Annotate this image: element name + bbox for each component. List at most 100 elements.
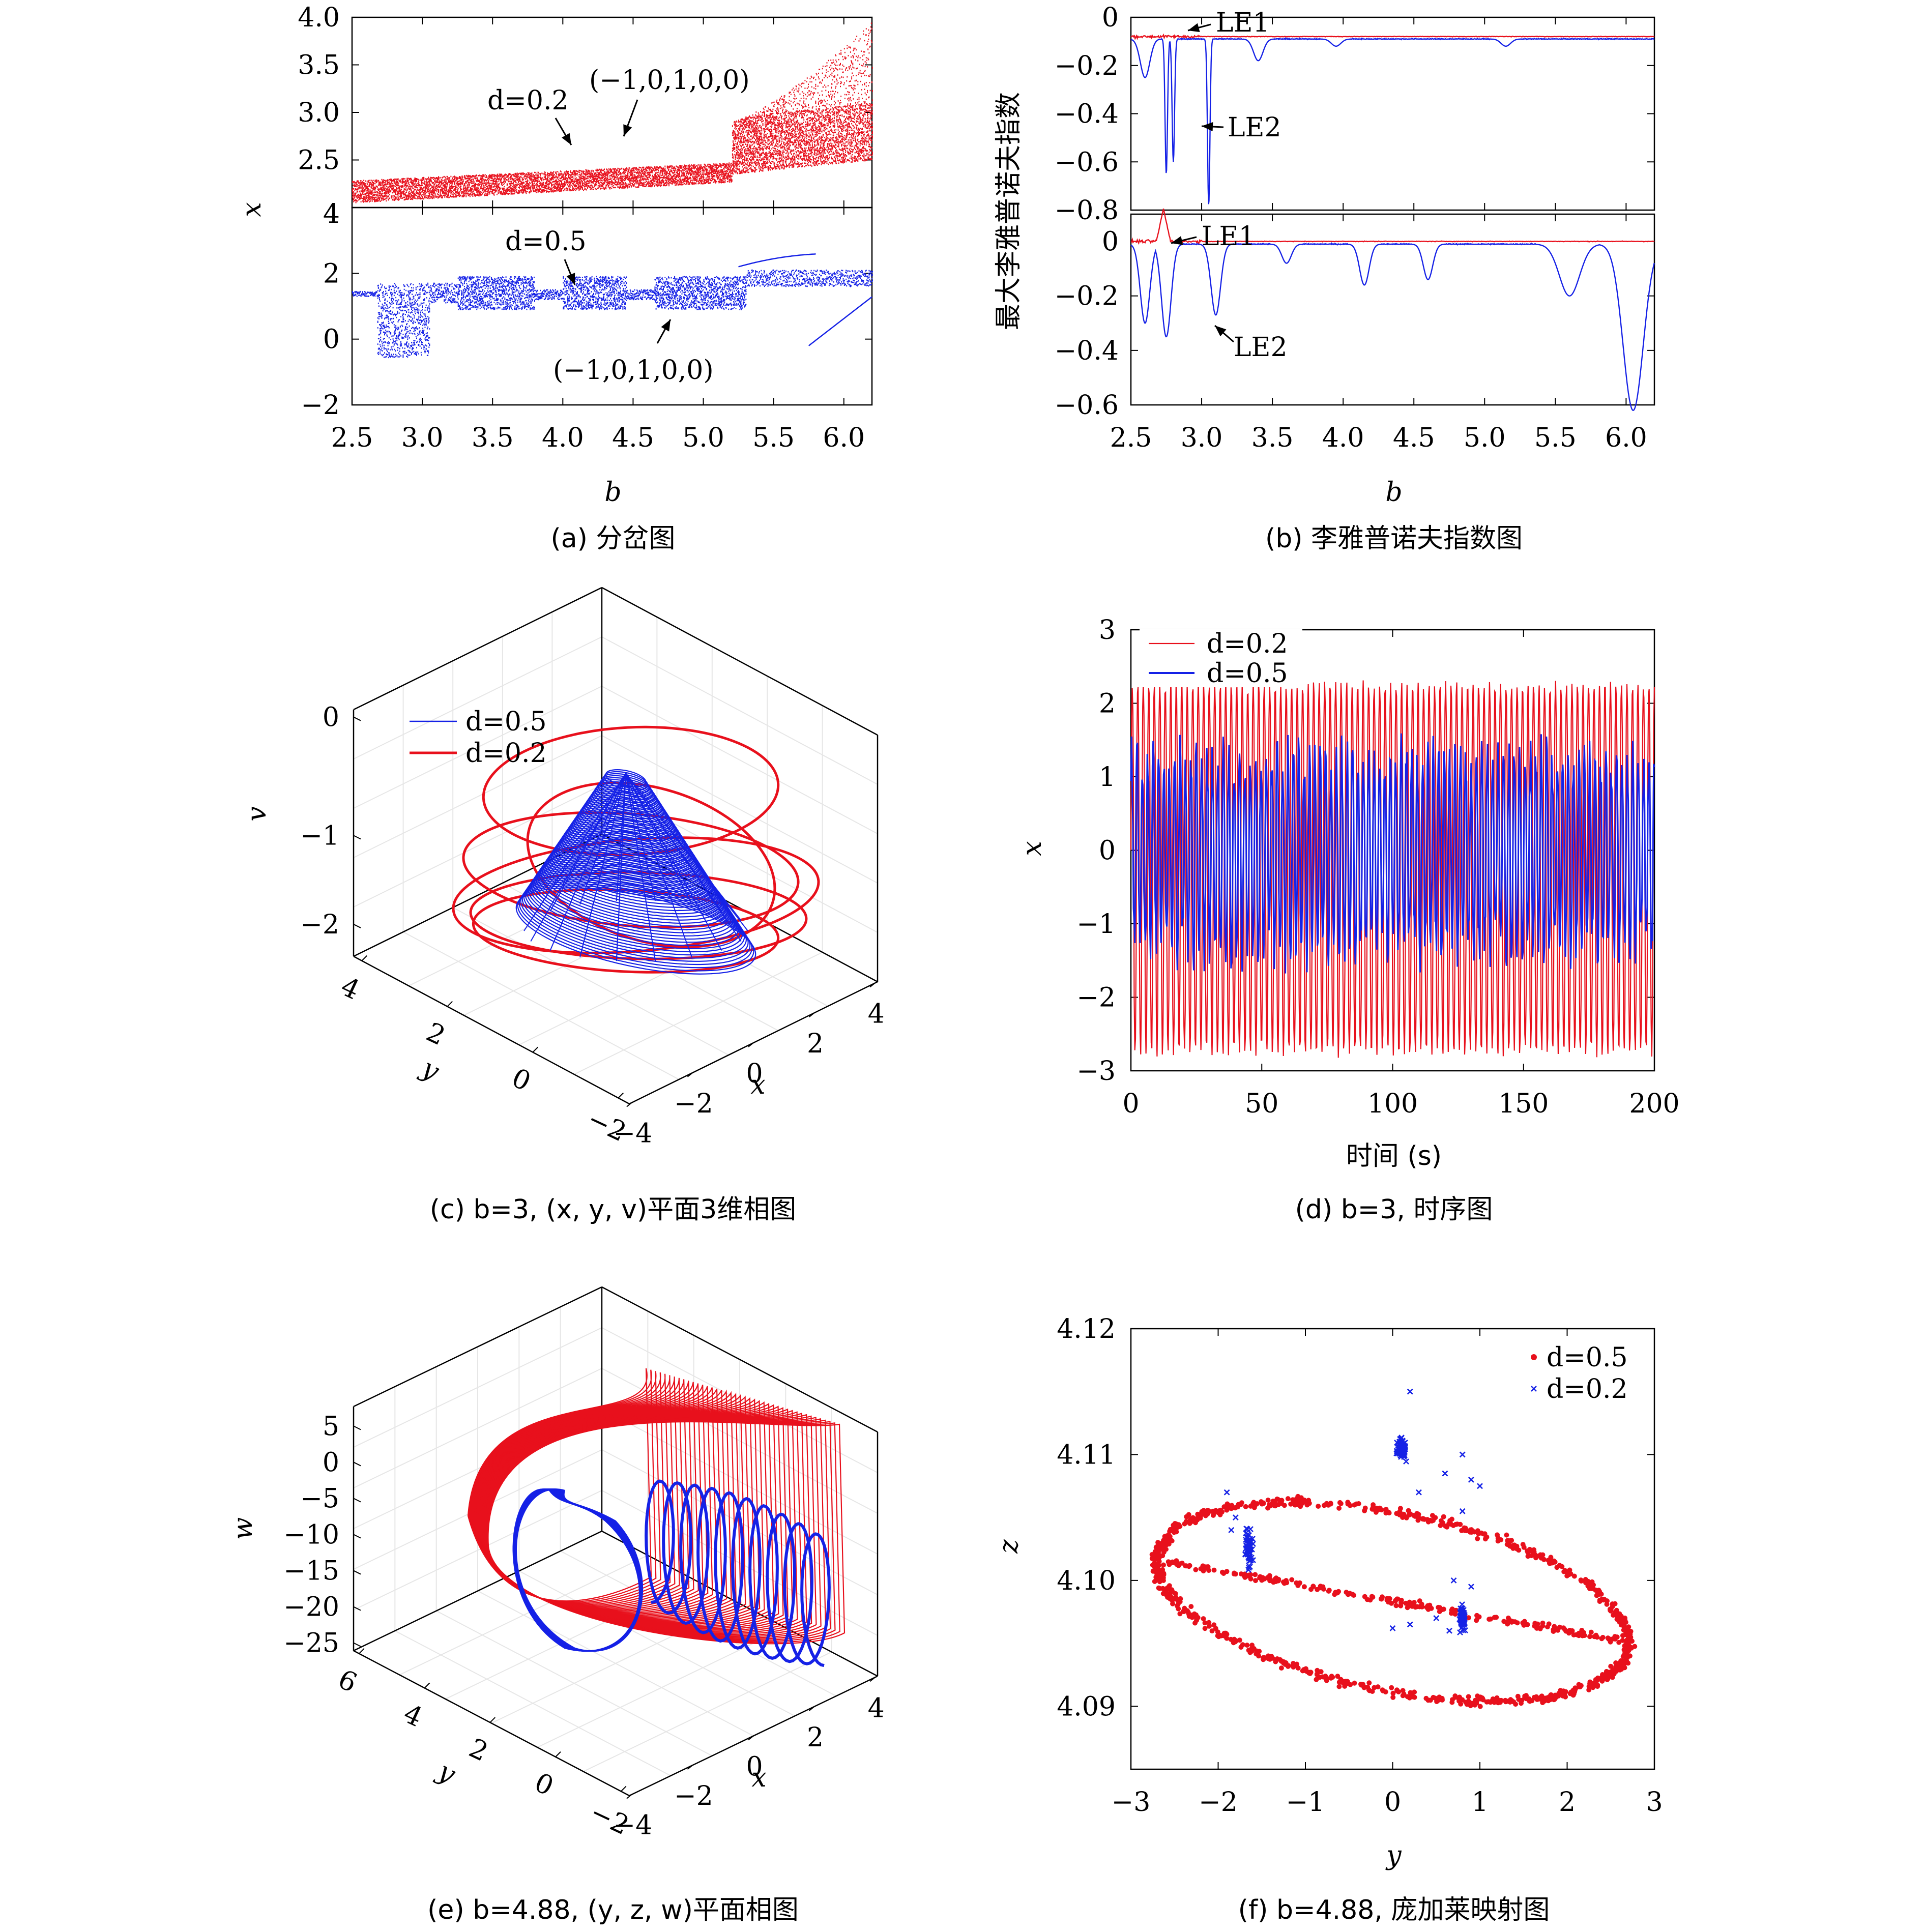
grid-line — [518, 922, 768, 1045]
series-blue-orbit — [512, 1488, 640, 1652]
series-blue-orbit — [513, 1488, 641, 1652]
y-tick-label: 2 — [323, 258, 340, 289]
series-d05-orbit — [625, 773, 656, 901]
series-d02-line — [1130, 680, 1655, 1058]
series-blue-orbit — [514, 1488, 642, 1652]
y-tick-label: 0 — [1099, 836, 1116, 866]
annotation-arrow-head — [566, 273, 575, 285]
y-tick-label: 4.0 — [298, 3, 340, 33]
box-edge — [601, 587, 878, 736]
chart-f-poincare: 4.12 4.11 4.10 4.09 −3 −2 −1 0 1 2 3 y z d=0.5d=0.2 (f… — [994, 1314, 1663, 1925]
grid-line — [601, 1327, 878, 1473]
chart-b-lyapunov: 0−0.2−0.4−0.6−0.80−0.2−0.4−0.62.5 3.0 3.5 4… — [994, 3, 1655, 554]
series-blue-orbit — [514, 1488, 642, 1652]
series-blue-orbit — [515, 1488, 644, 1652]
x-tick-label: 5.5 — [1534, 423, 1577, 453]
annotation-arrow-head — [623, 124, 632, 136]
y-tick-mark — [621, 1785, 627, 1792]
series-d02-points — [1223, 1388, 1483, 1635]
series-d05-orbit — [549, 773, 626, 951]
y-tick-mark — [532, 1046, 539, 1053]
caption: (e) b=4.88, (y, z, w)平面相图 — [427, 1895, 799, 1925]
x-tick-mark — [748, 1042, 754, 1047]
legend-label: d=0.5 — [465, 707, 547, 737]
y-axis-label: 最大李雅普诺夫指数 — [994, 92, 1024, 330]
x-tick-label: 0 — [746, 1059, 763, 1089]
x-tick-label: 2 — [807, 1722, 824, 1753]
series-blue-orbit — [513, 1488, 640, 1652]
z-axis-label: v — [242, 806, 272, 821]
y-tick-label: 2 — [464, 1733, 492, 1767]
x-tick-label: 4.5 — [612, 423, 654, 453]
annotation-arrow-head — [1171, 236, 1183, 245]
x-tick-label: 4 — [868, 1693, 885, 1723]
y-tick-label: 6 — [333, 1664, 361, 1699]
series-d05-orbit — [579, 773, 626, 958]
y-tick-label: −0.6 — [1055, 147, 1119, 178]
series-LE2-line — [1130, 242, 1655, 411]
series-blue-orbit — [515, 1488, 643, 1652]
x-tick-label: 3.5 — [1251, 423, 1294, 453]
x-tick-label: 6.0 — [1605, 423, 1647, 453]
z-tick-label: 0 — [323, 702, 339, 733]
x-tick-mark — [808, 1706, 815, 1711]
series-d05-line — [1130, 733, 1655, 974]
y-tick-label: −3 — [1076, 1056, 1116, 1087]
x-tick-mark — [748, 1735, 754, 1741]
series-LE1-line — [1130, 209, 1655, 245]
z-tick-label: −1 — [300, 821, 339, 851]
series-blue-orbit — [514, 1488, 642, 1652]
y-axis-label: z — [994, 1539, 1024, 1554]
series-d05-orbit — [517, 885, 754, 972]
box-edge — [353, 955, 630, 1105]
y-tick-mark — [447, 1001, 453, 1007]
z-tick-label: −10 — [283, 1520, 339, 1550]
y-tick-label: 4.10 — [1057, 1566, 1116, 1596]
annotation-label: LE1 — [1202, 221, 1256, 252]
caption: (a) 分岔图 — [551, 523, 676, 554]
y-tick-mark — [359, 1648, 365, 1654]
y-tick-label: −0.4 — [1055, 99, 1119, 130]
series-blue-orbit — [514, 1488, 643, 1652]
y-tick-label: 3.5 — [298, 50, 340, 81]
caption: (f) b=4.88, 庞加莱映射图 — [1238, 1895, 1550, 1925]
annotation-arrow-head — [661, 319, 671, 332]
annotation-label: (−1,0,1,0,0) — [589, 65, 750, 96]
series-d05-orbit — [625, 773, 722, 951]
y-tick-label: −0.6 — [1055, 390, 1119, 421]
y-tick-label: −2 — [1076, 983, 1116, 1013]
y-axis-label: x — [237, 202, 267, 217]
z-tick-label: −2 — [300, 910, 339, 940]
y-tick-label: 4 — [323, 199, 340, 229]
series-blue-orbit — [515, 1488, 643, 1652]
y-tick-label: 4.09 — [1057, 1691, 1116, 1722]
series-bottom-points — [352, 269, 873, 359]
z-tick-label: −25 — [283, 1628, 339, 1659]
series-LE2-line — [1130, 37, 1655, 204]
grid-line — [601, 686, 878, 834]
series-bottom-curve — [808, 296, 872, 346]
x-tick-label: 3.0 — [401, 423, 444, 453]
y-tick-label: 3.0 — [298, 98, 340, 128]
series-blue-orbit — [515, 1488, 643, 1652]
series-blue-orbit — [513, 1488, 640, 1652]
x-tick-label: 200 — [1629, 1089, 1679, 1119]
series-blue-orbit — [513, 1488, 641, 1652]
y-axis-label: y — [416, 1052, 444, 1087]
series-top-points — [352, 22, 873, 203]
series-d05-orbit — [625, 773, 742, 921]
y-tick-label: 2 — [1099, 689, 1116, 719]
series-d05-orbit — [625, 773, 722, 912]
y-tick-mark — [555, 1751, 561, 1758]
box-edge — [353, 587, 602, 711]
grid-line — [502, 883, 779, 1031]
x-tick-label: −2 — [1199, 1787, 1238, 1818]
y-tick-mark — [618, 1092, 624, 1099]
legend-label: d=0.5 — [1547, 1342, 1628, 1373]
series-LE1-line — [1130, 33, 1655, 40]
z-tick-mark — [353, 1534, 361, 1539]
x-tick-label: −2 — [674, 1089, 713, 1119]
z-tick-mark — [353, 1642, 361, 1647]
